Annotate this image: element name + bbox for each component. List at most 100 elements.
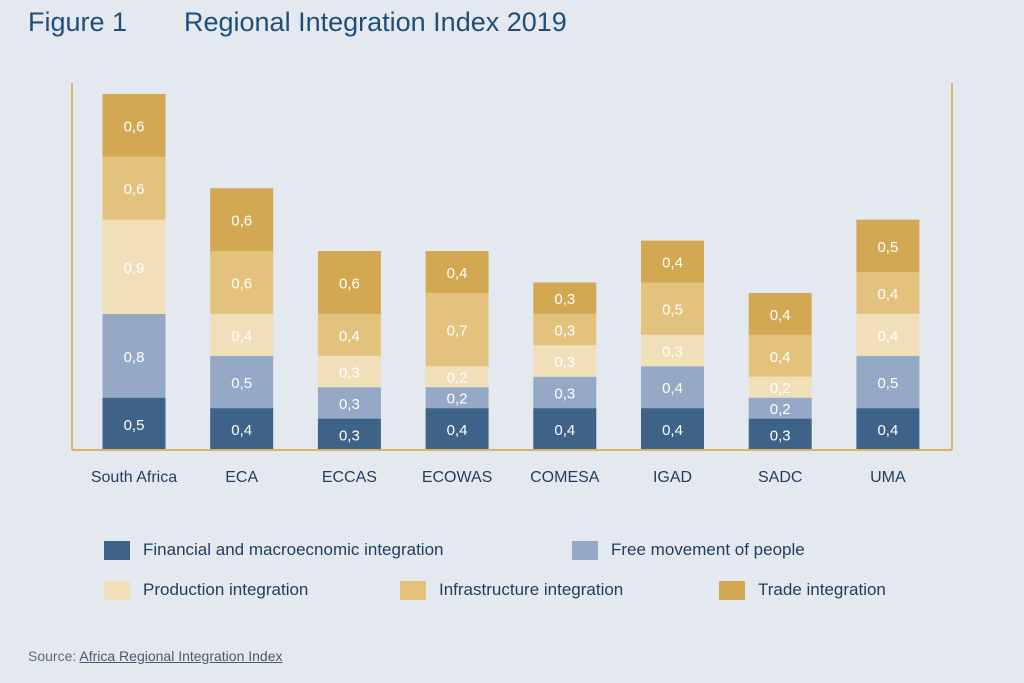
bar-segment — [641, 366, 704, 409]
figure-number: Figure 1 — [28, 6, 128, 37]
bar-segment — [425, 408, 489, 450]
data-label: 0,5 — [231, 375, 252, 392]
data-label: 0,3 — [339, 396, 360, 413]
bar-segment — [102, 94, 166, 157]
bar-segment — [317, 418, 381, 450]
data-label: 0,9 — [124, 260, 145, 277]
source-link[interactable]: Africa Regional Integration Index — [79, 648, 283, 664]
data-label: 0,5 — [877, 375, 898, 392]
bar-segment — [533, 282, 597, 314]
data-label: 0,6 — [231, 275, 252, 292]
source-note: Source: Africa Regional Integration Inde… — [28, 648, 283, 664]
data-label: 0,8 — [124, 349, 145, 366]
bar-segment — [748, 334, 812, 377]
bar-segment — [317, 313, 381, 356]
category-label: South Africa — [91, 469, 177, 486]
bar-segment — [317, 251, 381, 314]
data-label: 0,4 — [877, 328, 898, 345]
bar-segment — [102, 397, 166, 450]
data-label: 0,3 — [662, 344, 683, 361]
data-label: 0,4 — [877, 286, 898, 303]
legend-label-production: Production integration — [143, 580, 309, 599]
bar-segment — [533, 376, 597, 409]
data-label: 0,2 — [770, 380, 791, 397]
bar-segment — [856, 219, 920, 272]
bar-segment — [748, 397, 812, 419]
bar-segment — [425, 292, 489, 367]
data-label: 0,4 — [447, 422, 468, 439]
legend-label-trade: Trade integration — [758, 580, 886, 599]
bar-segment — [317, 387, 381, 419]
data-label: 0,3 — [339, 364, 360, 381]
legend-swatch-infrastructure — [400, 580, 426, 600]
legend-swatch-production — [104, 580, 130, 600]
data-label: 0,4 — [770, 349, 791, 366]
data-label: 0,4 — [447, 265, 468, 282]
bar-segment — [641, 408, 704, 450]
figure-header: Figure 1 Regional Integration Index 2019 — [28, 6, 567, 38]
category-label: ECA — [225, 469, 258, 486]
data-label: 0,7 — [447, 323, 468, 340]
data-label: 0,3 — [554, 323, 575, 340]
bar-segment — [748, 376, 812, 398]
bar-segment — [533, 408, 597, 450]
category-label: UMA — [870, 469, 906, 486]
category-label: SADC — [758, 469, 802, 486]
legend-label-infrastructure: Infrastructure integration — [439, 580, 624, 599]
figure-title: Regional Integration Index 2019 — [184, 6, 567, 37]
legend-item-financial: Financial and macroecnomic integration — [104, 540, 444, 560]
bar-segment — [425, 251, 489, 293]
data-label: 0,4 — [662, 380, 683, 397]
data-label: 0,4 — [770, 307, 791, 324]
bar-segment — [210, 408, 274, 450]
bar-segment — [210, 188, 274, 252]
data-label: 0,6 — [339, 275, 360, 292]
bar-segment — [533, 345, 597, 377]
bar-segment — [856, 272, 920, 314]
data-label: 0,4 — [662, 255, 683, 272]
category-label: COMESA — [530, 469, 600, 486]
data-label: 0,4 — [877, 422, 898, 439]
legend-swatch-trade — [719, 580, 745, 600]
data-label: 0,4 — [554, 422, 575, 439]
data-label: 0,3 — [554, 291, 575, 308]
legend-item-people: Free movement of people — [572, 540, 805, 560]
bar-segment — [102, 156, 166, 220]
bar-segment — [856, 355, 920, 409]
legend-swatch-financial — [104, 540, 130, 560]
data-label: 0,3 — [770, 427, 791, 444]
data-label: 0,3 — [339, 427, 360, 444]
source-label: Source: — [28, 648, 77, 664]
bar-segment — [425, 387, 489, 409]
bar-segment — [425, 366, 489, 388]
data-label: 0,5 — [877, 239, 898, 256]
data-label: 0,4 — [662, 422, 683, 439]
data-label: 0,5 — [662, 302, 683, 319]
category-label: IGAD — [653, 469, 692, 486]
bar-segment — [748, 292, 812, 335]
legend-item-infrastructure: Infrastructure integration — [400, 580, 623, 600]
bar-segment — [641, 282, 704, 335]
data-label: 0,4 — [231, 328, 252, 345]
bar-segment — [102, 219, 166, 314]
stacked-bar-chart: 0,5 0,8 0,9 0,6 0,6 South Africa 0,4 0,5 0,4 0,6 0… — [71, 83, 953, 486]
data-label: 0,6 — [231, 213, 252, 230]
bar-segment — [210, 355, 274, 409]
data-label: 0,2 — [447, 391, 468, 408]
data-label: 0,2 — [770, 401, 791, 418]
bar-segment — [102, 313, 166, 398]
category-label: ECOWAS — [422, 469, 493, 486]
legend-item-production: Production integration — [104, 580, 308, 600]
legend-swatch-people — [572, 540, 598, 560]
data-label: 0,4 — [339, 328, 360, 345]
legend-label-people: Free movement of people — [611, 540, 805, 559]
bar-segment — [748, 418, 812, 450]
data-label: 0,3 — [554, 354, 575, 371]
legend-item-trade: Trade integration — [719, 580, 886, 600]
bar-segment — [856, 313, 920, 356]
data-label: 0,2 — [447, 370, 468, 387]
bar-segment — [317, 355, 381, 388]
category-label: ECCAS — [322, 469, 377, 486]
data-label: 0,6 — [124, 181, 145, 198]
data-label: 0,6 — [124, 118, 145, 135]
